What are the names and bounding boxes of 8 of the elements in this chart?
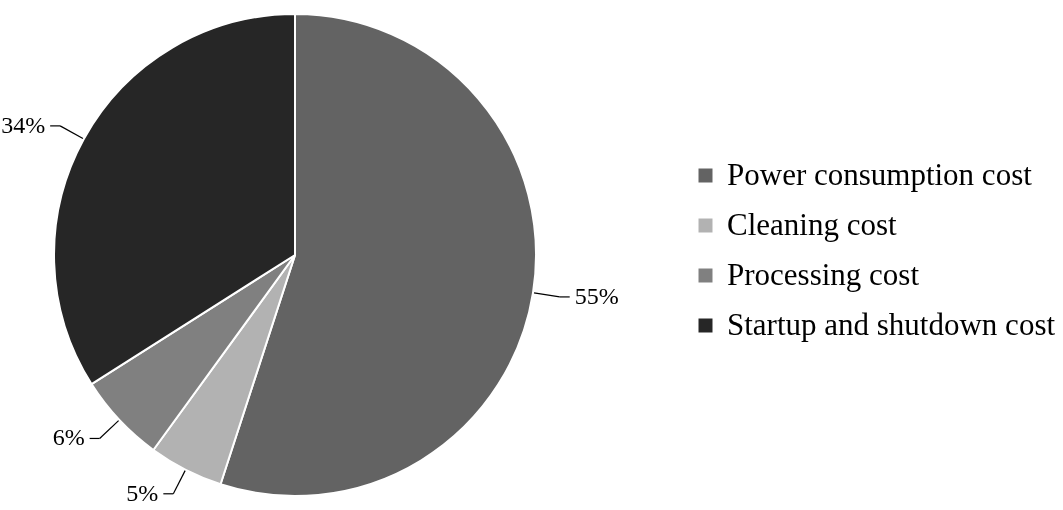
data-label: 6% (52, 424, 85, 451)
data-label: 34% (1, 111, 46, 138)
legend-label: Processing cost (727, 256, 920, 292)
data-label: 55% (574, 282, 619, 309)
data-label: 5% (126, 479, 159, 506)
legend-label: Power consumption cost (727, 156, 1033, 192)
legend-label: Cleaning cost (727, 206, 897, 242)
legend-label: Startup and shutdown cost (727, 306, 1056, 342)
